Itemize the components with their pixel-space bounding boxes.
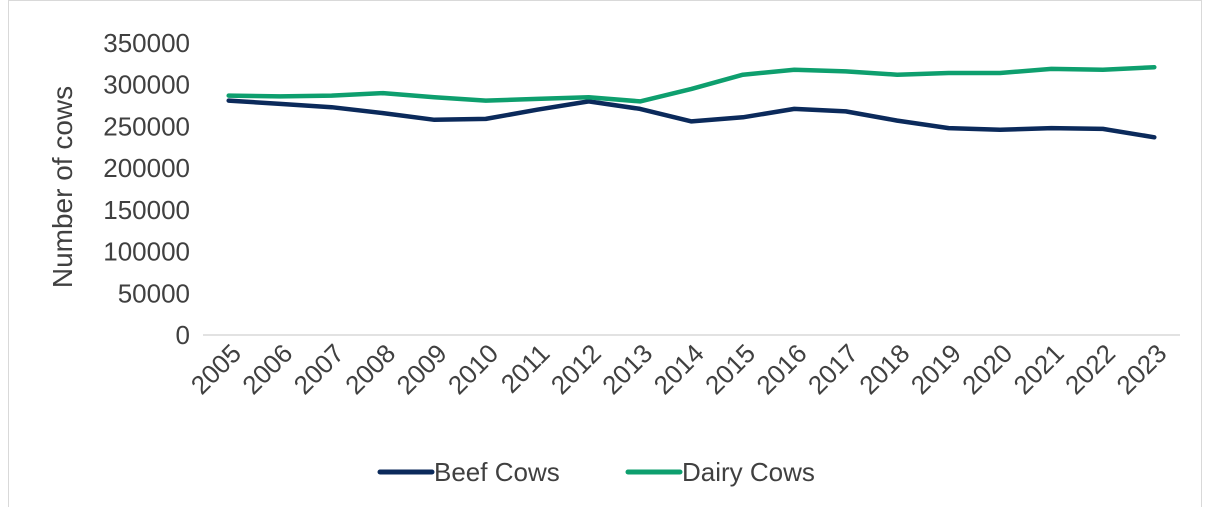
series-line-dairy-cows <box>226 64 1157 104</box>
y-tick-label: 300000 <box>103 70 190 100</box>
x-tick-label: 2007 <box>288 338 350 400</box>
y-tick-label: 200000 <box>103 153 190 183</box>
x-ticks: 2005200620072008200920102011201220132014… <box>185 338 1173 400</box>
x-tick-label: 2019 <box>905 338 967 400</box>
x-tick-label: 2020 <box>956 338 1018 400</box>
legend-label: Dairy Cows <box>682 457 815 487</box>
x-tick-label: 2012 <box>545 338 607 400</box>
x-tick-label: 2015 <box>699 338 761 400</box>
x-tick-label: 2018 <box>853 338 915 400</box>
x-tick-label: 2010 <box>442 338 504 400</box>
x-tick-label: 2005 <box>185 338 247 400</box>
x-tick-label: 2006 <box>236 338 298 400</box>
series-lines <box>226 64 1157 140</box>
y-tick-label: 50000 <box>118 278 190 308</box>
y-tick-label: 150000 <box>103 195 190 225</box>
y-tick-label: 250000 <box>103 111 190 141</box>
legend-label: Beef Cows <box>434 457 560 487</box>
x-tick-label: 2021 <box>1008 338 1070 400</box>
y-tick-label: 350000 <box>103 28 190 58</box>
x-tick-label: 2011 <box>495 338 556 399</box>
chart-frame <box>8 0 1202 507</box>
x-tick-label: 2016 <box>750 338 812 400</box>
y-ticks: 0 50000 100000 150000 200000 250000 300000 3500… <box>103 28 190 350</box>
y-tick-label: 0 <box>176 320 190 350</box>
x-tick-label: 2022 <box>1059 338 1121 400</box>
x-tick-label: 2008 <box>339 338 401 400</box>
x-tick-label: 2014 <box>648 338 710 400</box>
x-tick-label: 2009 <box>391 338 453 400</box>
x-tick-label: 2017 <box>802 338 864 400</box>
y-tick-label: 100000 <box>103 237 190 267</box>
legend: Beef Cows Dairy Cows <box>377 457 815 487</box>
x-tick-label: 2023 <box>1110 338 1172 400</box>
y-axis-title: Number of cows <box>47 86 78 288</box>
series-line-beef-cows <box>226 98 1157 140</box>
x-tick-label: 2013 <box>596 338 658 400</box>
